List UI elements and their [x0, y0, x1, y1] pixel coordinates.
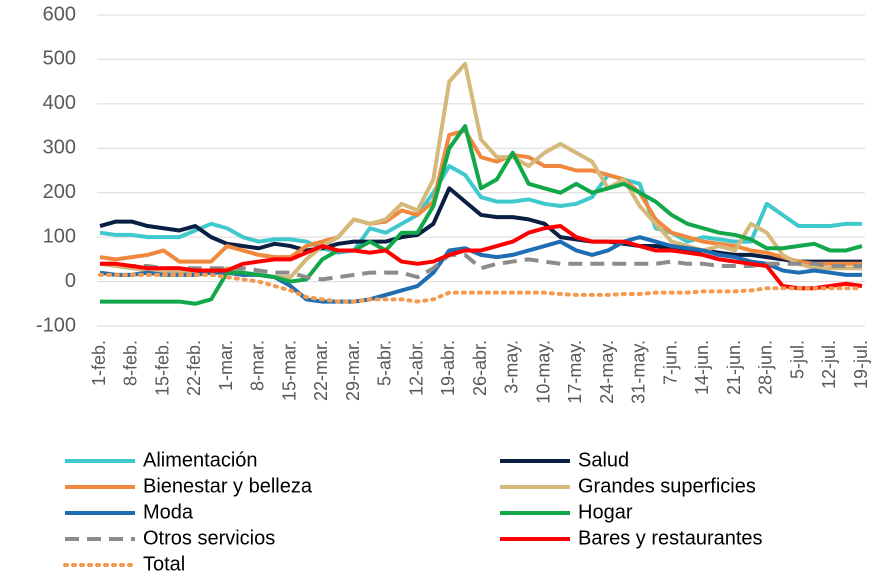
series-line	[99, 128, 862, 266]
x-tick-label: 1-feb.	[89, 340, 109, 386]
x-tick-label: 26-abr.	[470, 340, 490, 396]
x-tick-label: 22-mar.	[311, 340, 331, 401]
legend-label: Total	[143, 553, 185, 575]
y-tick-label: 300	[43, 137, 76, 159]
y-tick-label: 600	[43, 3, 76, 25]
x-tick-label: 22-feb.	[184, 340, 204, 396]
x-tick-label: 15-feb.	[152, 340, 172, 396]
x-tick-label: 17-may.	[565, 340, 585, 404]
series-line	[100, 224, 863, 291]
x-tick-label: 1-mar.	[216, 340, 236, 391]
x-tick-label: 15-mar.	[279, 340, 299, 401]
x-tick-label: 29-mar.	[343, 340, 363, 401]
y-tick-label: 0	[65, 270, 76, 292]
legend-label: Moda	[143, 501, 194, 523]
legend-label: Salud	[578, 449, 629, 471]
series-line	[99, 61, 862, 280]
x-tick-label: 8-mar.	[248, 340, 268, 391]
x-tick-label: 5-abr.	[375, 340, 395, 386]
x-tick-label: 24-may.	[597, 340, 617, 404]
series-line	[99, 186, 862, 264]
x-tick-label: 19-abr.	[438, 340, 458, 396]
x-tick-label: 8-feb.	[121, 340, 141, 386]
y-tick-label: 400	[43, 92, 76, 114]
x-tick-label: 31-may.	[629, 340, 649, 404]
legend-label: Bares y restaurantes	[578, 527, 763, 549]
x-tick-label: 19-jul.	[851, 340, 871, 389]
x-tick-label: 10-may.	[533, 340, 553, 404]
legend-label: Alimentación	[143, 449, 258, 471]
x-tick-label: 7-jun.	[660, 340, 680, 385]
series-line	[100, 124, 863, 306]
legend-label: Otros servicios	[143, 527, 275, 549]
x-tick-label: 12-abr.	[406, 340, 426, 396]
legend-label: Grandes superficies	[578, 475, 756, 497]
y-tick-label: 500	[43, 48, 76, 70]
legend-label: Bienestar y belleza	[143, 475, 313, 497]
y-tick-label: -100	[36, 314, 76, 336]
x-tick-label: 12-jul.	[819, 340, 839, 389]
legend-label: Hogar	[578, 501, 633, 523]
series-line	[98, 272, 864, 304]
series-line	[100, 252, 862, 282]
x-tick-label: 3-may.	[502, 340, 522, 394]
y-tick-label: 100	[43, 225, 76, 247]
series-line	[99, 164, 862, 255]
y-tick-label: 200	[43, 181, 76, 203]
x-tick-label: 5-jul.	[787, 340, 807, 379]
x-tick-label: 28-jun.	[756, 340, 776, 395]
x-tick-label: 14-jun.	[692, 340, 712, 395]
x-tick-label: 21-jun.	[724, 340, 744, 395]
